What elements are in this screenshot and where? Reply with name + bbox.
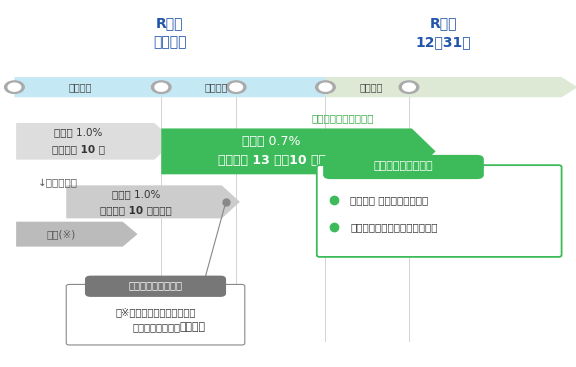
Circle shape <box>8 83 21 91</box>
Text: 控除率・控除期間などの見直し: 控除率・控除期間などの見直し <box>350 222 438 232</box>
FancyBboxPatch shape <box>85 276 226 297</box>
Text: 控除率 1.0%: 控除率 1.0% <box>54 127 103 138</box>
Circle shape <box>151 81 171 94</box>
Circle shape <box>316 81 335 94</box>
Text: 適用期間 令和７年まで継続: 適用期間 令和７年まで継続 <box>350 196 429 206</box>
FancyBboxPatch shape <box>66 284 245 345</box>
Text: 控除期間 10 年: 控除期間 10 年 <box>52 144 105 155</box>
Text: R４年: R４年 <box>156 17 184 30</box>
Text: 控除期間 13 年（10 年）: 控除期間 13 年（10 年） <box>218 154 325 167</box>
Text: 令和３年度税制改正: 令和３年度税制改正 <box>128 280 183 291</box>
Text: ＋３年間: ＋３年間 <box>180 322 206 332</box>
Text: 令和７年末までの入居: 令和７年末までの入居 <box>312 113 374 124</box>
Circle shape <box>155 83 168 91</box>
Text: 契約(※): 契約(※) <box>46 229 75 239</box>
Circle shape <box>226 81 246 94</box>
Text: １月１日: １月１日 <box>153 35 187 49</box>
FancyBboxPatch shape <box>317 165 562 257</box>
Text: 控除率 1.0%: 控除率 1.0% <box>112 189 160 199</box>
Circle shape <box>399 81 419 94</box>
Text: 控除期間 10 年＋３年: 控除期間 10 年＋３年 <box>100 205 172 215</box>
Polygon shape <box>161 128 435 174</box>
Polygon shape <box>325 77 576 97</box>
Text: 令和３年: 令和３年 <box>69 82 92 92</box>
Text: 令和４年度税制改正: 令和４年度税制改正 <box>374 161 433 171</box>
Text: ↓　拡充措置: ↓ 拡充措置 <box>37 178 77 189</box>
Polygon shape <box>16 123 175 160</box>
Text: 令和７年: 令和７年 <box>360 82 383 92</box>
Text: R７年: R７年 <box>430 17 457 30</box>
Circle shape <box>230 83 242 91</box>
Text: 12月31日: 12月31日 <box>416 35 471 49</box>
Circle shape <box>5 81 24 94</box>
Text: 令和４年: 令和４年 <box>204 82 228 92</box>
Polygon shape <box>66 185 240 218</box>
Text: に入居した場合は: に入居した場合は <box>132 322 180 332</box>
Circle shape <box>403 83 415 91</box>
FancyBboxPatch shape <box>323 155 484 179</box>
Polygon shape <box>14 77 341 97</box>
Circle shape <box>319 83 332 91</box>
Text: （※）内に契約し、この期間: （※）内に契約し、この期間 <box>115 307 196 317</box>
Polygon shape <box>16 222 138 247</box>
Text: 控除率 0.7%: 控除率 0.7% <box>242 135 301 148</box>
